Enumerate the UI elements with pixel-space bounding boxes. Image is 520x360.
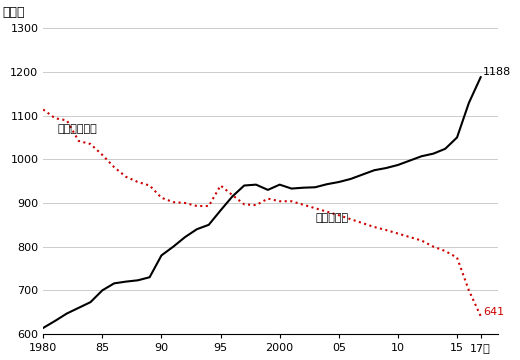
Text: 万世帯: 万世帯 xyxy=(2,6,25,19)
Text: 共働き世帯: 共働き世帯 xyxy=(315,213,348,223)
Text: 1188: 1188 xyxy=(483,67,511,77)
Text: 641: 641 xyxy=(483,307,504,317)
Text: 専業主婦世帯: 専業主婦世帯 xyxy=(57,124,97,134)
